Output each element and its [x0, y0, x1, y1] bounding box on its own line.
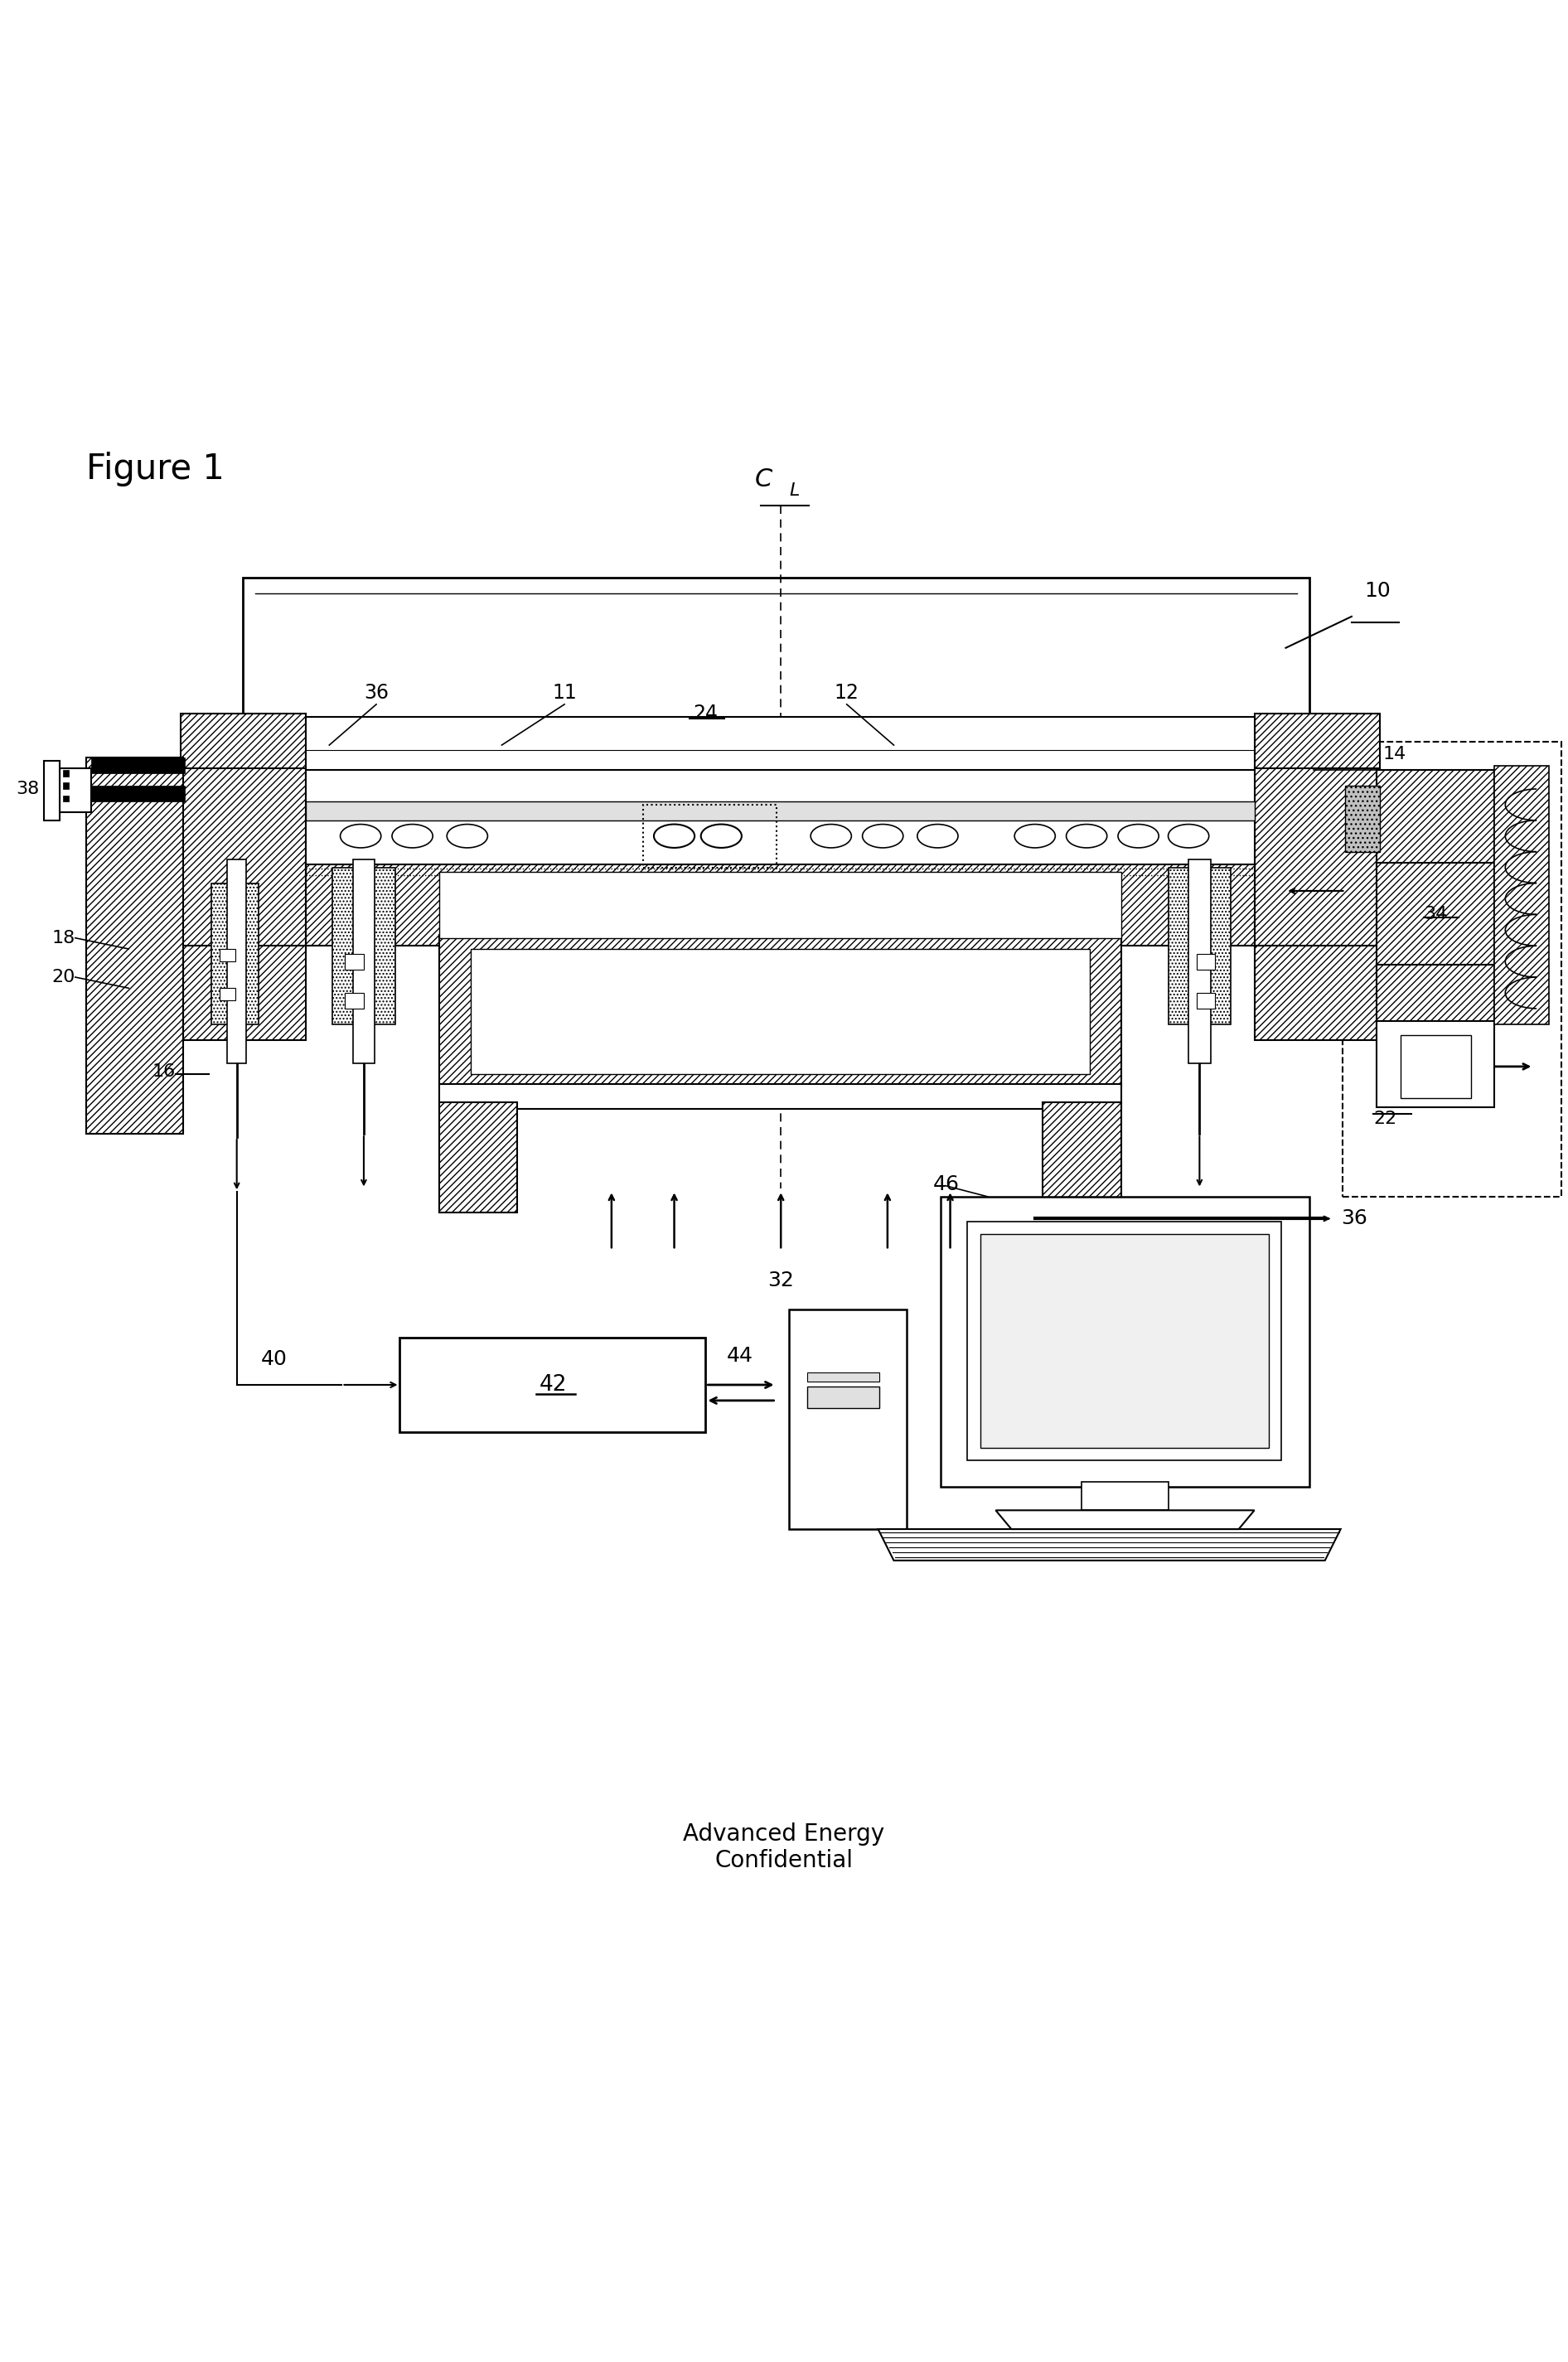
Bar: [86, 945, 183, 1039]
Bar: [220, 950, 235, 961]
Bar: [967, 1221, 1281, 1460]
Text: 16: 16: [152, 1063, 176, 1079]
Bar: [439, 1084, 1121, 1108]
Text: 14: 14: [1383, 746, 1406, 763]
Bar: [470, 950, 1090, 1075]
Bar: [180, 945, 306, 1039]
Text: $\mathit{C}$: $\mathit{C}$: [754, 468, 773, 491]
Bar: [306, 864, 1254, 945]
Text: $\mathit{L}$: $\mathit{L}$: [789, 482, 800, 498]
Bar: [1254, 768, 1380, 950]
Text: 44: 44: [728, 1346, 753, 1365]
Bar: [439, 1103, 517, 1212]
Text: Advanced Energy
Confidential: Advanced Energy Confidential: [684, 1823, 884, 1873]
Text: 10: 10: [1364, 581, 1391, 600]
Bar: [91, 758, 185, 772]
Bar: [1254, 713, 1380, 772]
Text: 11: 11: [552, 683, 577, 704]
Ellipse shape: [917, 824, 958, 848]
Text: 24: 24: [693, 704, 718, 723]
Text: 40: 40: [262, 1349, 287, 1370]
Bar: [212, 883, 259, 1025]
Bar: [60, 768, 91, 813]
Bar: [1400, 1035, 1471, 1098]
Bar: [808, 1386, 880, 1408]
Bar: [1189, 860, 1210, 1063]
Bar: [227, 860, 246, 1063]
Ellipse shape: [1118, 824, 1159, 848]
Bar: [1196, 954, 1215, 968]
Bar: [643, 805, 776, 867]
Bar: [808, 1372, 880, 1382]
Polygon shape: [878, 1528, 1341, 1561]
Text: 36: 36: [1341, 1209, 1367, 1228]
Bar: [941, 1198, 1309, 1486]
Ellipse shape: [1168, 824, 1209, 848]
Bar: [332, 867, 395, 1025]
Text: 38: 38: [16, 782, 39, 798]
Text: Figure 1: Figure 1: [86, 451, 224, 487]
Ellipse shape: [811, 824, 851, 848]
Bar: [345, 992, 364, 1009]
Bar: [439, 935, 1121, 1087]
Bar: [63, 796, 69, 801]
Bar: [306, 770, 1254, 805]
Text: 36: 36: [364, 683, 389, 704]
Text: 12: 12: [834, 683, 859, 704]
Bar: [306, 869, 1254, 876]
Bar: [789, 1309, 906, 1528]
Bar: [1254, 945, 1380, 1039]
Ellipse shape: [1014, 824, 1055, 848]
Text: 28: 28: [52, 770, 75, 787]
Ellipse shape: [392, 824, 433, 848]
Bar: [1377, 862, 1494, 968]
Text: 20: 20: [52, 968, 75, 985]
Bar: [306, 801, 1254, 820]
Bar: [63, 770, 69, 777]
Text: 50: 50: [659, 876, 682, 893]
Bar: [1377, 964, 1494, 1027]
Bar: [1345, 787, 1380, 853]
Bar: [1043, 1103, 1121, 1212]
Text: 42: 42: [539, 1375, 568, 1396]
Ellipse shape: [862, 824, 903, 848]
Ellipse shape: [1066, 824, 1107, 848]
Ellipse shape: [654, 824, 695, 848]
Text: 18: 18: [52, 931, 75, 947]
Bar: [1377, 1020, 1494, 1108]
Bar: [180, 768, 306, 950]
Bar: [44, 761, 60, 820]
Bar: [306, 805, 1254, 867]
Bar: [63, 782, 69, 789]
Text: 34: 34: [1424, 907, 1447, 924]
Ellipse shape: [447, 824, 488, 848]
Bar: [91, 787, 185, 801]
Ellipse shape: [340, 824, 381, 848]
Text: 22: 22: [1374, 1110, 1397, 1127]
Text: 30: 30: [768, 999, 793, 1018]
Bar: [1168, 867, 1231, 1025]
Bar: [980, 1235, 1269, 1448]
Bar: [220, 987, 235, 1001]
Bar: [345, 954, 364, 968]
Bar: [1342, 742, 1562, 1198]
Polygon shape: [996, 1509, 1254, 1528]
Bar: [439, 872, 1121, 938]
Bar: [243, 576, 1309, 718]
Ellipse shape: [701, 824, 742, 848]
Bar: [1377, 770, 1494, 867]
Bar: [306, 716, 1254, 772]
Bar: [180, 713, 306, 772]
Bar: [1196, 992, 1215, 1009]
Bar: [1494, 765, 1549, 1025]
Text: 32: 32: [768, 1271, 793, 1290]
Text: 46: 46: [933, 1174, 960, 1195]
Bar: [353, 860, 375, 1063]
Bar: [400, 1337, 706, 1431]
Bar: [86, 758, 183, 1134]
Bar: [1082, 1481, 1168, 1509]
